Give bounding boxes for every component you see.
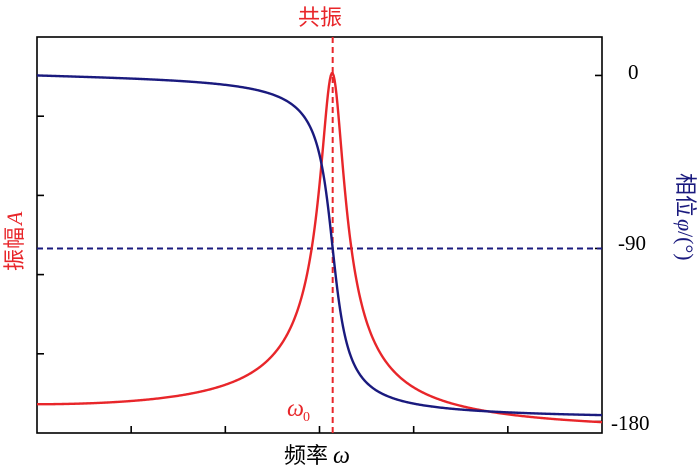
resonance-label: 共振 bbox=[298, 6, 342, 31]
y-axis-left-label: 振幅 A bbox=[2, 211, 28, 271]
omega0-label: ω 0 bbox=[287, 396, 310, 425]
svg-text:ω: ω bbox=[287, 396, 304, 422]
x-axis-label: 频率 ω bbox=[284, 443, 350, 469]
svg-text:A: A bbox=[2, 211, 27, 227]
right-tick-label-0: 0 bbox=[628, 60, 639, 84]
svg-text:φ: φ bbox=[673, 219, 698, 231]
right-tick-label-minus-90: -90 bbox=[618, 231, 646, 255]
svg-text:0: 0 bbox=[303, 410, 310, 425]
svg-text:ω: ω bbox=[333, 443, 350, 469]
svg-text:/(°): /(°) bbox=[673, 231, 698, 261]
svg-text:振幅: 振幅 bbox=[3, 227, 28, 271]
axis-ticks bbox=[37, 74, 602, 433]
svg-text:频率: 频率 bbox=[284, 444, 328, 469]
phase-curve bbox=[36, 74, 603, 417]
amplitude-curve bbox=[37, 72, 603, 424]
y-axis-right-label: 相位 φ /(°) bbox=[672, 173, 698, 261]
right-tick-label-minus-180: -180 bbox=[611, 411, 650, 435]
svg-text:相位: 相位 bbox=[672, 173, 697, 217]
plot-frame bbox=[36, 36, 603, 434]
